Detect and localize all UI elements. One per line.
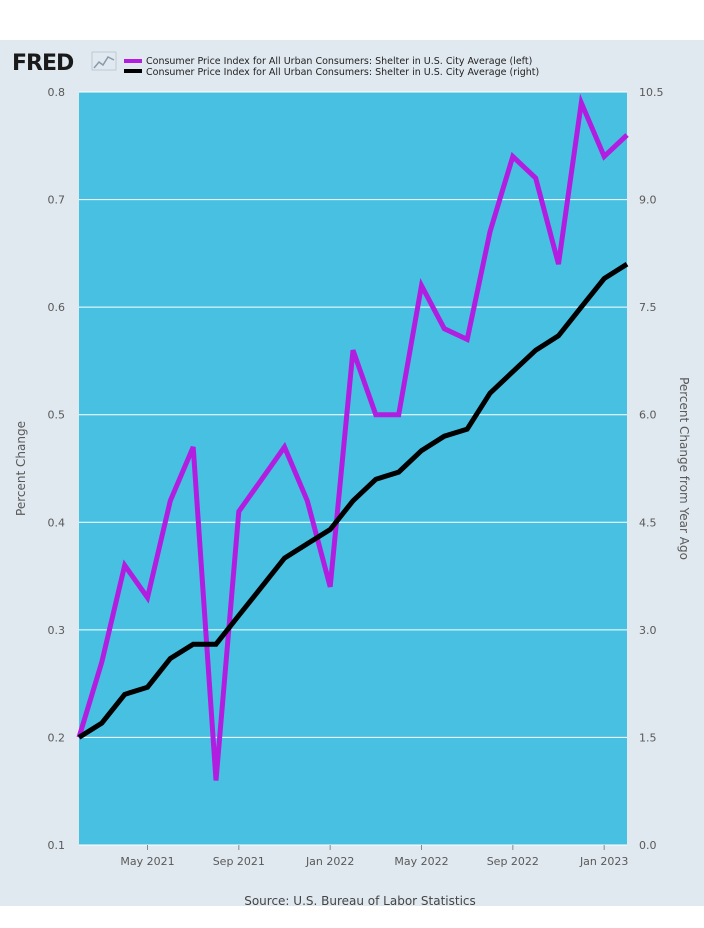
chart-svg: FRED Consumer Price Index for All Urban … [12,51,691,906]
fred-logo-text: FRED [12,51,74,76]
left-tick-label: 0.5 [48,409,66,422]
right-tick-label: 6.0 [639,409,657,422]
left-tick-label: 0.8 [48,86,66,99]
series-layer [76,93,629,781]
right-axis-title: Percent Change from Year Ago [677,377,691,560]
x-tick-label: Sep 2022 [487,855,539,868]
right-tick-label: 1.5 [639,731,657,744]
right-tick-label: 10.5 [639,86,664,99]
series-line-left [76,93,629,781]
left-tick-label: 0.1 [48,839,66,852]
left-axis-title: Percent Change [14,421,28,516]
right-tick-label: 7.5 [639,301,657,314]
legend-label-right: Consumer Price Index for All Urban Consu… [146,67,539,78]
x-axis-ticks: May 2021 Sep 2021 Jan 2022 May 2022 Sep 2022… [120,845,628,868]
x-tick-label: Jan 2022 [305,855,354,868]
left-tick-label: 0.2 [48,731,66,744]
x-tick-label: May 2022 [394,855,448,868]
right-tick-label: 4.5 [639,516,657,529]
plot-area [79,92,627,845]
source-note: Source: U.S. Bureau of Labor Statistics [244,894,476,906]
fred-logo-graph-icon [91,51,117,71]
left-tick-label: 0.4 [48,516,66,529]
legend-swatch-right [124,69,142,73]
x-tick-label: Sep 2021 [213,855,265,868]
left-tick-label: 0.7 [48,194,66,207]
left-tick-label: 0.6 [48,301,66,314]
legend-swatch-left [124,59,142,63]
legend: Consumer Price Index for All Urban Consu… [124,56,539,78]
x-tick-label: Jan 2023 [579,855,628,868]
legend-label-left: Consumer Price Index for All Urban Consu… [146,56,532,67]
right-tick-label: 3.0 [639,624,657,637]
left-tick-label: 0.3 [48,624,66,637]
series-line-right [77,261,629,740]
fred-logo: FRED [12,51,117,76]
x-tick-label: May 2021 [120,855,174,868]
right-axis-ticks: 0.0 1.5 3.0 4.5 6.0 7.5 9.0 10.5 [639,86,664,852]
right-tick-label: 9.0 [639,194,657,207]
right-tick-label: 0.0 [639,839,657,852]
left-axis-ticks: 0.1 0.2 0.3 0.4 0.5 0.6 0.7 0.8 [48,86,66,852]
grid-lines [79,91,627,846]
chart-frame: FRED Consumer Price Index for All Urban … [0,40,704,906]
